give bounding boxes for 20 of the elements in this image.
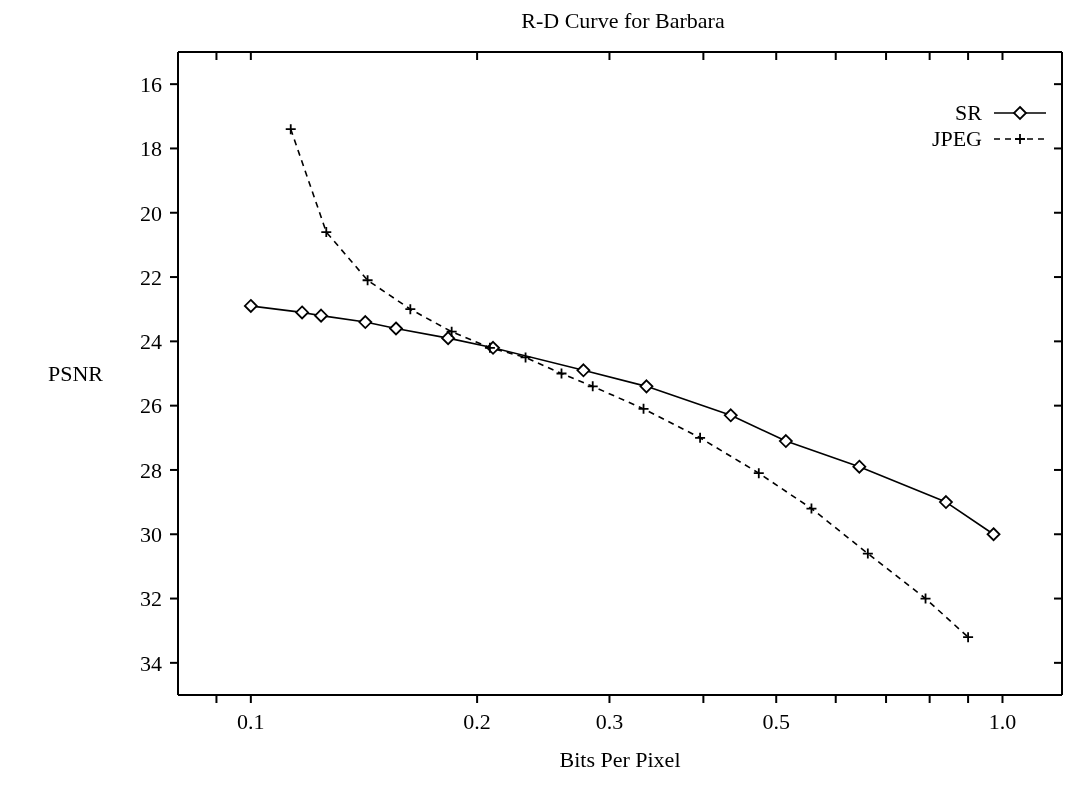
y-tick-label: 30 <box>140 522 162 548</box>
chart-title: R-D Curve for Barbara <box>520 8 726 35</box>
y-tick-label: 18 <box>140 136 162 162</box>
y-tick-label: 22 <box>140 264 162 290</box>
legend-label: JPEG <box>931 126 982 152</box>
x-tick-label: 0.3 <box>595 708 624 734</box>
y-tick-label: 24 <box>140 329 162 355</box>
y-tick-label: 20 <box>140 200 162 226</box>
y-tick-label: 34 <box>140 650 162 676</box>
y-tick-label: 28 <box>140 457 162 483</box>
x-axis-title: Bits Per Pixel <box>559 747 681 772</box>
y-axis-title: PSNR <box>48 361 104 387</box>
legend-label: SR <box>955 100 982 126</box>
y-tick-label: 32 <box>140 586 162 612</box>
y-tick-label: 26 <box>140 393 162 419</box>
x-tick-label: 0.5 <box>762 708 790 734</box>
x-tick-label: 0.2 <box>463 708 491 734</box>
x-tick-label: 1.0 <box>988 708 1017 734</box>
y-tick-label: 16 <box>140 71 162 97</box>
x-tick-label: 0.1 <box>237 708 265 734</box>
